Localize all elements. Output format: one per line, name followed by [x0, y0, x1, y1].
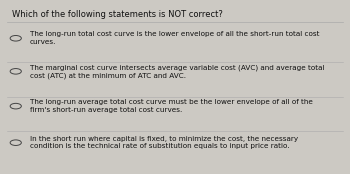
Text: The long-run average total cost curve must be the lower envelope of all of the
f: The long-run average total cost curve mu…	[30, 99, 313, 113]
Text: In the short run where capital is fixed, to minimize the cost, the necessary
con: In the short run where capital is fixed,…	[30, 136, 298, 149]
Text: Which of the following statements is NOT correct?: Which of the following statements is NOT…	[12, 10, 223, 19]
Text: The long-run total cost curve is the lower envelope of all the short-run total c: The long-run total cost curve is the low…	[30, 31, 319, 45]
Text: The marginal cost curve intersects average variable cost (AVC) and average total: The marginal cost curve intersects avera…	[30, 64, 324, 79]
